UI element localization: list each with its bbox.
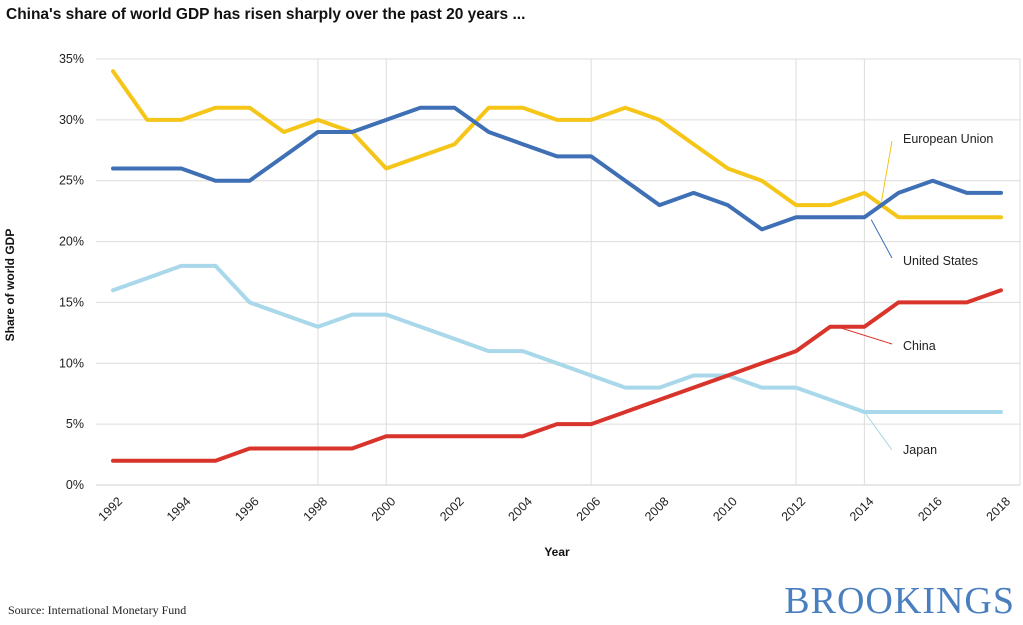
chart-series — [111, 69, 1003, 463]
source-note: Source: International Monetary Fund — [8, 603, 187, 617]
y-tick-label: 20% — [59, 235, 84, 249]
series-label-china: China — [903, 339, 936, 353]
y-tick-label: 10% — [59, 356, 84, 370]
x-tick-label: 1994 — [164, 494, 194, 524]
x-tick-label: 2018 — [984, 494, 1014, 524]
y-tick-label: 30% — [59, 113, 84, 127]
brookings-logo: BROOKINGS — [784, 580, 1015, 622]
x-tick-label: 2000 — [369, 494, 399, 524]
y-axis-label: Share of world GDP — [3, 229, 17, 342]
x-tick-label: 2002 — [437, 494, 467, 524]
series-line-japan — [111, 263, 1003, 414]
y-tick-label: 35% — [59, 52, 84, 66]
chart-title: China's share of world GDP has risen sha… — [6, 6, 526, 23]
leader-line — [836, 326, 893, 345]
series-line-european-union — [111, 69, 1003, 220]
leader-line — [880, 140, 893, 202]
y-tick-label: 15% — [59, 295, 84, 309]
y-tick-label: 5% — [66, 417, 84, 431]
y-tick-label: 0% — [66, 478, 84, 492]
x-axis-label: Year — [544, 545, 570, 559]
series-line-china — [111, 288, 1003, 463]
x-tick-label: 2016 — [915, 494, 945, 524]
x-tick-label: 2014 — [847, 494, 877, 524]
x-tick-label: 1996 — [232, 494, 262, 524]
leader-line — [863, 411, 893, 451]
x-tick-label: 2006 — [574, 494, 604, 524]
series-labels: European Union United States China Japan — [836, 132, 993, 457]
x-tick-label: 1992 — [96, 494, 126, 524]
x-tick-label: 2012 — [779, 494, 809, 524]
y-tick-label: 25% — [59, 174, 84, 188]
series-label-european-union: European Union — [903, 132, 993, 146]
x-tick-label: 2008 — [642, 494, 672, 524]
series-label-japan: Japan — [903, 443, 937, 457]
chart-grid — [96, 58, 1021, 486]
x-axis-ticks: 1992 1994 1996 1998 2000 2002 2004 2006 2008 2010… — [96, 494, 1014, 524]
x-tick-label: 1998 — [301, 494, 331, 524]
line-chart: 0% 5% 10% 15% 20% 25% 30% 35% 1992 1994 1996 1998 2… — [3, 52, 1021, 559]
x-tick-label: 2010 — [710, 494, 740, 524]
y-axis-ticks: 0% 5% 10% 15% 20% 25% 30% 35% — [59, 52, 84, 492]
series-line-united-states — [111, 105, 1003, 232]
leader-line — [870, 219, 893, 259]
x-tick-label: 2004 — [505, 494, 535, 524]
series-label-united-states: United States — [903, 254, 978, 268]
